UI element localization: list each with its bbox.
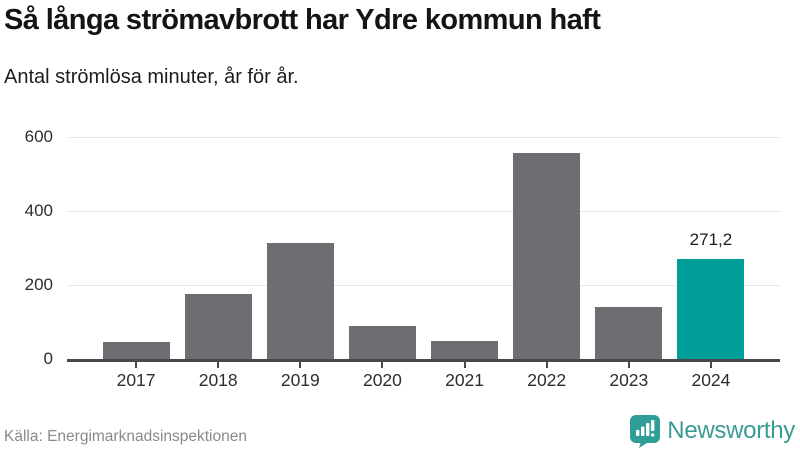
gridline-400 bbox=[67, 211, 780, 212]
x-tick-2020 bbox=[381, 362, 384, 368]
bar-2024 bbox=[677, 258, 745, 359]
newsworthy-icon bbox=[630, 415, 661, 448]
bar-2023 bbox=[595, 307, 663, 359]
bar-slot-2018 bbox=[177, 137, 259, 359]
x-tick-2024 bbox=[709, 362, 712, 368]
bar-2021 bbox=[431, 340, 499, 359]
bar-2017 bbox=[102, 341, 170, 359]
x-tick-label-2021: 2021 bbox=[445, 370, 485, 390]
bar-2018 bbox=[184, 293, 252, 359]
source-caption: Källa: Energimarknadsinspektionen bbox=[4, 428, 247, 445]
y-tick-label: 0 bbox=[43, 349, 53, 368]
x-tick-label-2023: 2023 bbox=[609, 370, 649, 390]
newsworthy-logo: Newsworthy bbox=[629, 414, 795, 448]
gridline-200 bbox=[67, 285, 780, 286]
y-tick-label: 200 bbox=[24, 275, 53, 294]
bar-slot-2022 bbox=[506, 137, 588, 359]
x-tick-2023 bbox=[627, 362, 630, 368]
x-tick-label-2019: 2019 bbox=[280, 370, 320, 390]
chart-title: Så långa strömavbrott har Ydre kommun ha… bbox=[4, 4, 601, 36]
x-tick-2019 bbox=[299, 362, 302, 368]
bar-slot-2023 bbox=[588, 137, 670, 359]
bar-slot-2019 bbox=[259, 137, 341, 359]
x-tick-2021 bbox=[463, 362, 466, 368]
chart-subtitle: Antal strömlösa minuter, år för år. bbox=[4, 66, 299, 88]
x-axis-labels: 2017 2018 2019 2020 2021 2022 2023 2024 bbox=[67, 370, 780, 392]
plot-area: 271,2 bbox=[67, 137, 780, 368]
bar-2022 bbox=[513, 152, 581, 359]
x-tick-label-2017: 2017 bbox=[116, 370, 156, 390]
y-tick-label: 400 bbox=[24, 201, 53, 220]
x-tick-label-2024: 2024 bbox=[691, 370, 731, 390]
x-tick-label-2018: 2018 bbox=[198, 370, 238, 390]
x-tick-label-2022: 2022 bbox=[527, 370, 567, 390]
bar-slot-2021 bbox=[424, 137, 506, 359]
bar-value-label-2024: 271,2 bbox=[689, 229, 733, 249]
gridline-600 bbox=[67, 137, 780, 138]
bar-slot-2020 bbox=[341, 137, 423, 359]
bar-slot-2024: 271,2 bbox=[670, 137, 752, 359]
x-tick-label-2020: 2020 bbox=[362, 370, 402, 390]
bars-container: 271,2 bbox=[67, 137, 780, 359]
bar-2020 bbox=[348, 325, 416, 359]
newsworthy-wordmark: Newsworthy bbox=[667, 417, 795, 444]
x-tick-2017 bbox=[135, 362, 138, 368]
footer: Källa: Energimarknadsinspektionen Newswo… bbox=[0, 414, 800, 450]
y-tick-label: 600 bbox=[24, 127, 53, 146]
bar-2019 bbox=[266, 243, 334, 359]
x-tick-2022 bbox=[545, 362, 548, 368]
bar-slot-2017 bbox=[95, 137, 177, 359]
x-tick-2018 bbox=[217, 362, 220, 368]
